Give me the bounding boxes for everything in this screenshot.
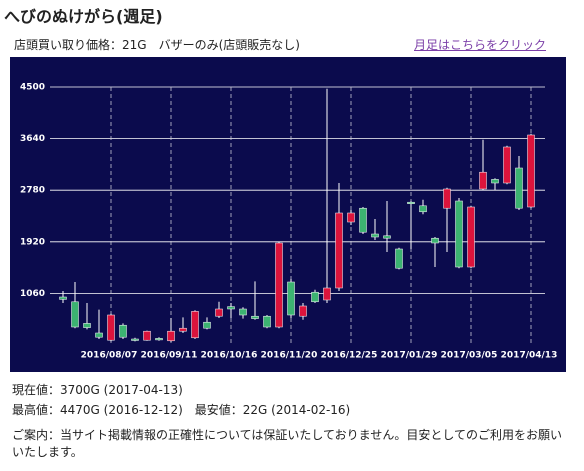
candle-body	[59, 296, 67, 300]
y-tick-label: 1920	[20, 237, 45, 247]
x-tick-label: 2016/10/16	[201, 351, 258, 361]
candle-body	[431, 237, 439, 244]
high-low: 最高値：4470G (2016-12-12) 最安値：22G (2014-02-…	[12, 403, 351, 417]
candle-body	[287, 281, 295, 316]
candle-body	[467, 206, 475, 268]
candle-body	[179, 327, 187, 332]
price-info: 店頭買い取り価格：21G バザーのみ(店頭販売なし)	[14, 38, 300, 52]
candle-body	[359, 207, 367, 233]
y-tick-label: 2780	[20, 186, 45, 196]
candle-body	[527, 134, 535, 208]
candle-body	[347, 212, 355, 223]
y-tick-label: 3640	[20, 134, 45, 144]
x-tick-label: 2017/04/13	[501, 351, 558, 361]
candle-body	[335, 212, 343, 289]
candle-body	[167, 330, 175, 342]
candle-body	[239, 308, 247, 316]
notice: ご案内：当サイト掲載情報の正確性については保証いたしておりません。目安としてのご…	[12, 428, 562, 459]
candle-body	[155, 338, 163, 341]
candle-body	[419, 205, 427, 213]
x-tick-label: 2017/01/29	[381, 351, 438, 361]
chart-background	[10, 57, 566, 372]
candle-body	[323, 287, 331, 301]
x-tick-label: 2017/03/05	[441, 351, 498, 361]
candle-body	[251, 315, 259, 319]
candle-body	[407, 201, 415, 204]
candle-body	[263, 315, 271, 328]
page-title: へびのぬけがら(週足)	[4, 7, 163, 26]
candle-body	[71, 301, 79, 328]
monthly-link[interactable]: 月足はこちらをクリック	[414, 38, 547, 52]
candle-body	[83, 323, 91, 328]
candle-body	[479, 171, 487, 190]
x-tick-label: 2016/12/25	[321, 351, 378, 361]
candle-body	[131, 338, 139, 341]
candle-body	[395, 248, 403, 269]
x-tick-label: 2016/09/11	[141, 351, 198, 361]
candle-body	[203, 321, 211, 329]
candle-body	[107, 314, 115, 341]
candle-body	[491, 179, 499, 184]
candle-body	[455, 200, 463, 268]
chart: 1060 1920 2780 3640 4500 2016/08/07 2016/09/11…	[10, 57, 566, 372]
candle-body	[299, 305, 307, 317]
y-tick-label: 4500	[20, 83, 45, 93]
x-tick-label: 2016/11/20	[261, 351, 318, 361]
candle-body	[191, 311, 199, 339]
candle-body	[215, 308, 223, 317]
candle-body	[383, 235, 391, 239]
y-tick-label: 1060	[20, 289, 45, 299]
current-price: 現在値：3700G (2017-04-13)	[12, 383, 183, 397]
candle-body	[371, 233, 379, 238]
candle-body	[119, 324, 127, 338]
candle-body	[443, 188, 451, 209]
candle-body	[95, 332, 103, 338]
candle-body	[515, 167, 523, 209]
candle-body	[143, 330, 151, 341]
candle-body	[275, 242, 283, 328]
candle-body	[503, 146, 511, 184]
candle-body	[311, 291, 319, 303]
x-tick-label: 2016/08/07	[81, 351, 138, 361]
candle-body	[227, 306, 235, 310]
